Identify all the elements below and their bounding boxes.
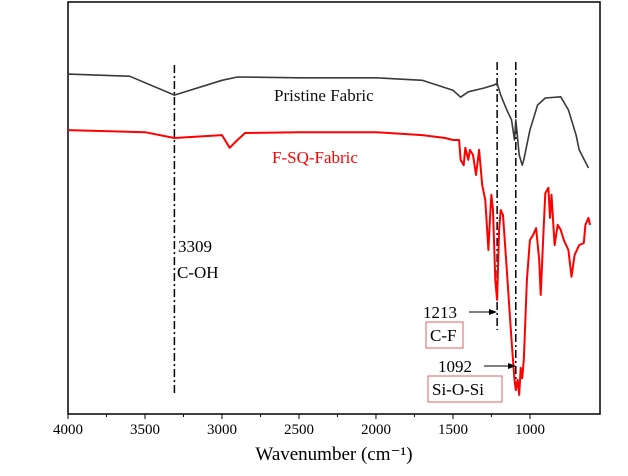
annotation-1213-label: C-F bbox=[430, 326, 456, 345]
series-label-pristine: Pristine Fabric bbox=[274, 86, 374, 105]
plot-frame bbox=[67, 1, 601, 415]
arrowhead-1092 bbox=[508, 363, 516, 369]
annotation-1092-value: 1092 bbox=[438, 357, 472, 376]
x-tick-label: 4000 bbox=[53, 422, 83, 438]
annotation-siosi-box bbox=[427, 375, 503, 403]
arrowhead-1213 bbox=[489, 309, 497, 315]
series-line-pristine-fabric bbox=[67, 73, 590, 169]
x-tick-label: 3000 bbox=[207, 422, 237, 438]
x-tick-label: 2500 bbox=[284, 422, 314, 438]
x-axis-label: Wavenumber (cm⁻¹) bbox=[255, 444, 412, 465]
series-label-fsq: F-SQ-Fabric bbox=[272, 148, 358, 167]
series-line-fsq-fabric bbox=[67, 129, 591, 396]
annotation-1092-label: Si-O-Si bbox=[432, 380, 484, 399]
x-tick-label: 3500 bbox=[130, 422, 160, 438]
x-tick-label: 1500 bbox=[438, 422, 468, 438]
x-tick-label: 2000 bbox=[361, 422, 391, 438]
annotation-1213-value: 1213 bbox=[423, 303, 457, 322]
annotation-cf-box bbox=[425, 321, 464, 349]
annotation-3309-label: C-OH bbox=[177, 263, 219, 282]
x-tick-label: 1000 bbox=[515, 422, 545, 438]
annotation-3309-value: 3309 bbox=[178, 237, 212, 256]
